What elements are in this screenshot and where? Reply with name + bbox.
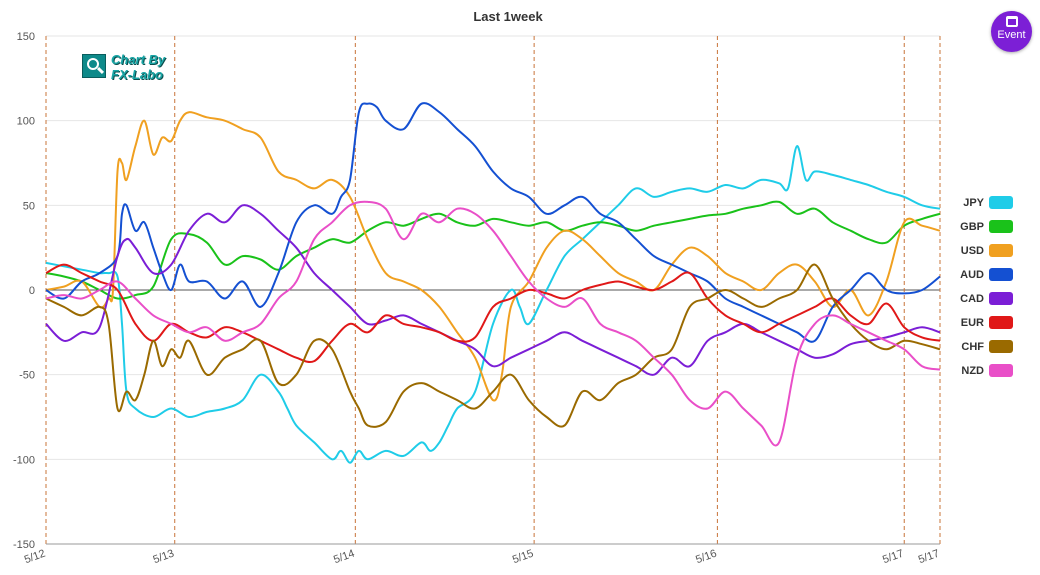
series-lines [45, 102, 941, 464]
legend-label: CAD [960, 293, 984, 305]
y-tick-label: -100 [13, 454, 35, 466]
y-axis-ticks: 150 100 50 0 -50 -100 -150 [13, 31, 35, 551]
series-line-jpy [45, 145, 941, 464]
series-line-aud [45, 102, 941, 343]
y-tick-label: 100 [17, 116, 35, 128]
legend-item-jpy[interactable]: JPY [948, 192, 1028, 216]
series-line-usd [45, 111, 941, 402]
legend-item-cad[interactable]: CAD [948, 288, 1028, 312]
event-button[interactable]: Event [991, 11, 1032, 52]
x-tick-label: 5/16 [694, 548, 718, 567]
event-button-label: Event [997, 29, 1026, 41]
chart-by-logo: Chart By FX-Labo [82, 52, 182, 82]
chart-title: Last 1week [473, 9, 543, 24]
series-line-cad [45, 204, 941, 376]
series-line-chf [45, 263, 941, 428]
legend-item-aud[interactable]: AUD [948, 264, 1028, 288]
y-tick-label: 150 [17, 31, 35, 43]
legend-swatch [989, 316, 1013, 329]
series-line-gbp [45, 200, 941, 300]
legend-label: USD [960, 245, 984, 257]
y-tick-label: 50 [23, 200, 35, 212]
legend-swatch [989, 196, 1013, 209]
x-axis-ticks: 5/12 5/13 5/14 5/15 5/16 5/17 5/17 [23, 548, 941, 567]
legend-swatch [989, 268, 1013, 281]
legend-label: EUR [960, 317, 984, 329]
magnifier-logo-icon [82, 54, 106, 78]
legend-item-usd[interactable]: USD [948, 240, 1028, 264]
y-tick-label: 0 [29, 285, 35, 297]
legend-label: CHF [961, 341, 984, 353]
x-tick-label: 5/17 [881, 548, 905, 567]
x-tick-label: 5/13 [152, 548, 176, 567]
series-line-nzd [45, 200, 941, 447]
legend-item-eur[interactable]: EUR [948, 312, 1028, 336]
legend-label: JPY [963, 197, 984, 209]
legend-item-nzd[interactable]: NZD [948, 360, 1028, 384]
legend-swatch [989, 220, 1013, 233]
legend-item-chf[interactable]: CHF [948, 336, 1028, 360]
legend-item-gbp[interactable]: GBP [948, 216, 1028, 240]
legend-label: AUD [960, 269, 984, 281]
day-separators [45, 36, 941, 545]
y-tick-label: -50 [19, 370, 35, 382]
x-tick-label: 5/15 [511, 548, 535, 567]
logo-text: Chart By FX-Labo [111, 52, 166, 82]
legend-swatch [989, 244, 1013, 257]
legend-swatch [989, 364, 1013, 377]
x-tick-label: 5/17 [917, 548, 941, 567]
y-tick-label: -150 [13, 539, 35, 551]
legend-label: GBP [960, 221, 984, 233]
grid-lines [46, 35, 940, 545]
calendar-icon [1005, 16, 1018, 27]
legend-label: NZD [961, 365, 984, 377]
legend-swatch [989, 292, 1013, 305]
legend-swatch [989, 340, 1013, 353]
legend: JPY GBP USD AUD CAD EUR CHF NZD [948, 192, 1028, 384]
x-tick-label: 5/14 [332, 548, 356, 567]
series-line-eur [45, 263, 941, 364]
